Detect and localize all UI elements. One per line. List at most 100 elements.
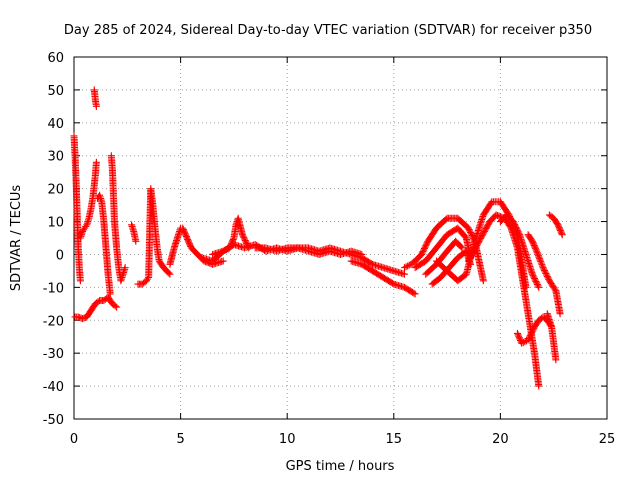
- data-point: [92, 102, 100, 110]
- data-point: [551, 285, 559, 293]
- y-tick-label: 10: [47, 216, 64, 231]
- data-point: [422, 240, 430, 248]
- data-series-sat-e: [93, 191, 114, 298]
- data-point: [513, 226, 521, 234]
- data-point: [111, 302, 119, 310]
- data-point: [534, 250, 542, 258]
- data-point: [229, 235, 237, 243]
- y-tick-label: 0: [56, 248, 64, 263]
- data-point: [512, 223, 520, 231]
- data-series-sat-v: [543, 310, 560, 364]
- data-series-sat-m: [347, 257, 419, 298]
- data-point: [82, 222, 90, 230]
- data-point: [521, 338, 529, 346]
- data-point: [411, 290, 419, 298]
- y-tick-label: -20: [43, 314, 64, 329]
- data-series-sat-s: [464, 211, 543, 390]
- data-point: [528, 327, 536, 335]
- y-tick-label: -30: [43, 347, 64, 362]
- data-point: [531, 276, 539, 284]
- x-tick-label: 5: [176, 432, 184, 447]
- data-point: [466, 227, 474, 235]
- data-point: [529, 272, 537, 280]
- data-point: [558, 229, 566, 237]
- data-point: [419, 248, 427, 256]
- data-point: [538, 262, 546, 270]
- data-point: [106, 290, 114, 298]
- data-point: [239, 232, 247, 240]
- data-series-sat-h: [134, 185, 174, 288]
- data-series-sat-l: [251, 244, 408, 278]
- plot-frame: [73, 56, 608, 420]
- data-series-sat-x: [545, 211, 566, 239]
- data-point: [457, 243, 465, 251]
- data-point: [402, 263, 410, 271]
- data-point: [529, 326, 537, 334]
- data-point: [525, 335, 533, 343]
- data-point: [531, 275, 539, 283]
- x-tick-label: 25: [599, 432, 616, 447]
- data-point: [113, 303, 121, 311]
- data-point: [530, 273, 538, 281]
- data-point: [540, 267, 548, 275]
- data-series-sat-b: [71, 293, 121, 323]
- data-point: [532, 246, 540, 254]
- data-point: [519, 338, 527, 346]
- data-point: [464, 224, 472, 232]
- data-series-sat-g: [128, 221, 140, 245]
- data-point: [528, 270, 536, 278]
- data-point: [166, 270, 174, 278]
- data-point: [511, 222, 519, 230]
- data-point: [241, 237, 249, 245]
- data-point: [533, 280, 541, 288]
- data-series-sat-c: [76, 158, 100, 242]
- data-point: [526, 333, 534, 341]
- data-series-sat-f: [107, 152, 129, 285]
- data-series-sat-d: [90, 86, 100, 110]
- data-point: [535, 382, 543, 390]
- data-point: [537, 258, 545, 266]
- data-point: [539, 264, 547, 272]
- data-point: [542, 269, 550, 277]
- data-point: [420, 245, 428, 253]
- data-point: [528, 329, 536, 337]
- data-point: [543, 272, 551, 280]
- data-point: [400, 270, 408, 278]
- data-point: [458, 244, 466, 252]
- data-point: [467, 230, 475, 238]
- data-point: [515, 229, 523, 237]
- data-point: [536, 256, 544, 264]
- data-point: [240, 234, 248, 242]
- data-point: [165, 269, 173, 277]
- data-series-sat-n: [400, 214, 487, 285]
- data-point: [510, 219, 518, 227]
- data-point: [420, 246, 428, 254]
- y-tick-label: 50: [47, 84, 64, 99]
- x-tick-label: 15: [386, 432, 403, 447]
- y-tick-label: -40: [43, 380, 64, 395]
- x-tick-label: 20: [492, 432, 509, 447]
- y-tick-label: 60: [47, 51, 64, 66]
- data-point: [538, 261, 546, 269]
- data-point: [535, 283, 543, 291]
- data-point: [537, 259, 545, 267]
- data-point: [543, 271, 551, 279]
- data-point: [241, 235, 249, 243]
- data-point: [536, 255, 544, 263]
- y-tick-label: 40: [47, 117, 64, 132]
- data-point: [540, 265, 548, 273]
- data-point: [400, 264, 408, 272]
- x-tick-label: 0: [70, 432, 78, 447]
- data-point: [511, 220, 519, 228]
- x-tick-label: 10: [279, 432, 296, 447]
- y-tick-label: 30: [47, 150, 64, 165]
- data-series-sat-i: [166, 224, 227, 268]
- data-point: [509, 218, 517, 226]
- data-point: [514, 228, 522, 236]
- data-point: [76, 277, 84, 285]
- data-point: [479, 277, 487, 285]
- data-point: [558, 231, 566, 239]
- data-point: [506, 223, 514, 231]
- data-point: [544, 274, 552, 282]
